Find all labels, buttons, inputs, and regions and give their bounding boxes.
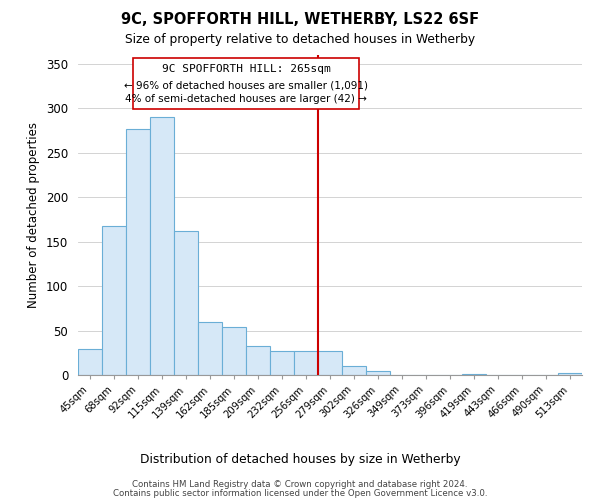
Text: Contains HM Land Registry data © Crown copyright and database right 2024.: Contains HM Land Registry data © Crown c… <box>132 480 468 489</box>
Bar <box>342 366 366 375</box>
Bar <box>270 351 294 375</box>
Text: ← 96% of detached houses are smaller (1,091): ← 96% of detached houses are smaller (1,… <box>124 80 368 90</box>
Bar <box>294 351 318 375</box>
Bar <box>366 370 390 375</box>
Bar <box>126 129 150 375</box>
Bar <box>318 351 342 375</box>
Bar <box>462 374 486 375</box>
Bar <box>558 373 582 375</box>
Bar <box>78 349 102 375</box>
Bar <box>222 327 246 375</box>
Text: 9C SPOFFORTH HILL: 265sqm: 9C SPOFFORTH HILL: 265sqm <box>161 64 331 74</box>
Bar <box>133 58 359 109</box>
Bar <box>198 322 222 375</box>
Y-axis label: Number of detached properties: Number of detached properties <box>28 122 40 308</box>
Bar <box>174 231 198 375</box>
Bar <box>246 346 270 375</box>
Text: 9C, SPOFFORTH HILL, WETHERBY, LS22 6SF: 9C, SPOFFORTH HILL, WETHERBY, LS22 6SF <box>121 12 479 28</box>
Bar <box>150 117 174 375</box>
Text: Contains public sector information licensed under the Open Government Licence v3: Contains public sector information licen… <box>113 489 487 498</box>
Bar <box>102 226 126 375</box>
Text: 4% of semi-detached houses are larger (42) →: 4% of semi-detached houses are larger (4… <box>125 94 367 104</box>
Text: Distribution of detached houses by size in Wetherby: Distribution of detached houses by size … <box>140 452 460 466</box>
Text: Size of property relative to detached houses in Wetherby: Size of property relative to detached ho… <box>125 32 475 46</box>
